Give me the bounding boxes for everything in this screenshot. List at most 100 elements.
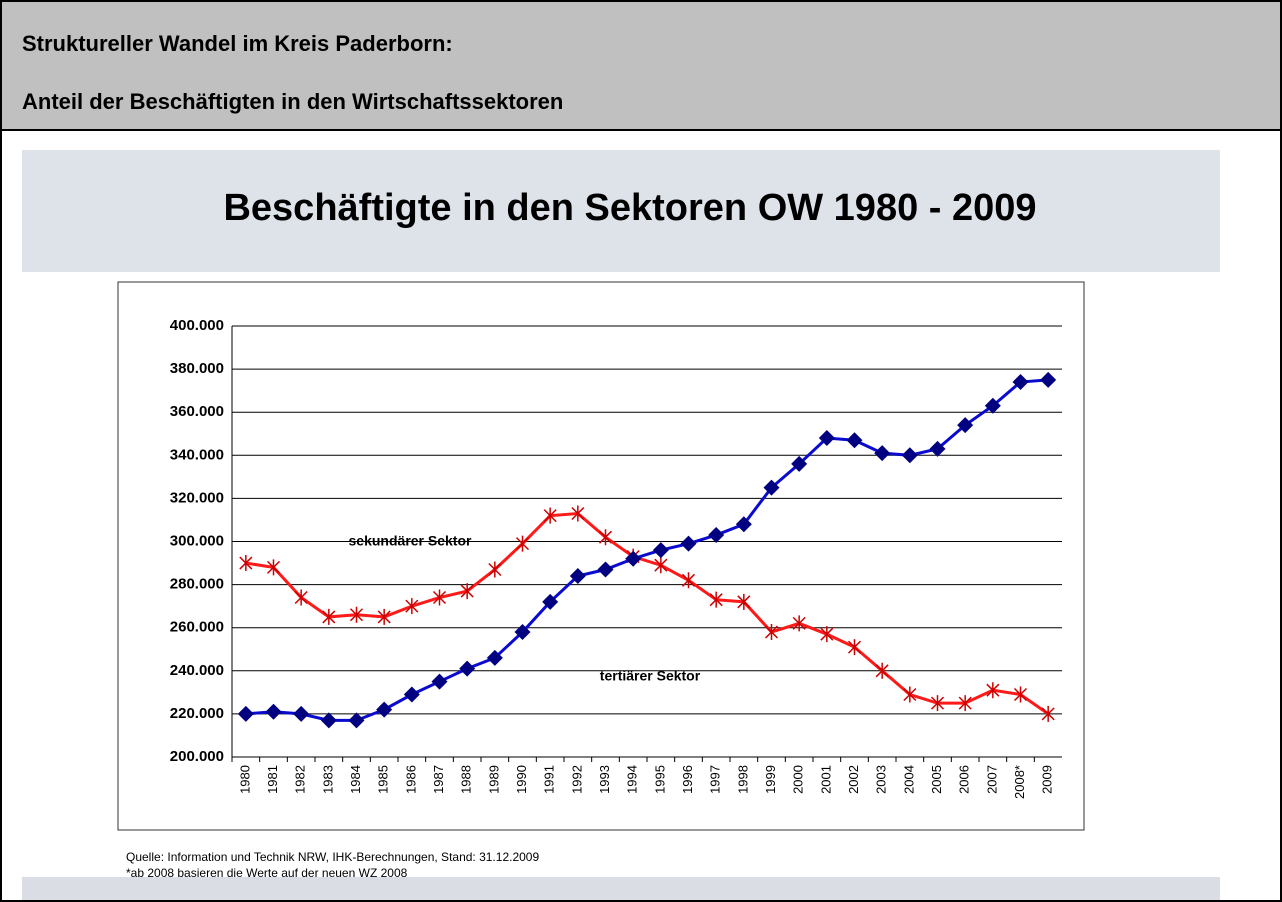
marker: [847, 639, 862, 656]
x-tick-label: 2004: [901, 765, 916, 794]
x-tick-label: 1993: [597, 765, 612, 794]
header-line: Anteil der Beschäftigten in den Wirtscha…: [22, 89, 563, 114]
note: *ab 2008 basieren die Werte auf der neue…: [126, 866, 408, 880]
marker: [874, 445, 891, 462]
x-tick-label: 2007: [984, 765, 999, 794]
marker: [903, 686, 917, 703]
x-tick-label: 2009: [1040, 765, 1055, 794]
marker: [1041, 705, 1055, 722]
marker: [709, 591, 723, 608]
marker: [625, 550, 642, 567]
marker: [680, 535, 697, 552]
x-tick-label: 1984: [348, 765, 363, 794]
marker: [930, 695, 945, 712]
marker: [431, 673, 448, 690]
slide-band: [22, 150, 1220, 272]
x-tick-label: 1998: [735, 765, 750, 794]
x-tick-label: 1985: [376, 765, 391, 794]
y-tick-label: 220.000: [170, 705, 224, 722]
marker: [320, 712, 337, 729]
x-tick-label: 1992: [569, 765, 584, 794]
marker: [294, 589, 308, 606]
marker: [901, 447, 918, 464]
x-tick-label: 2000: [791, 765, 806, 794]
x-tick-label: 1997: [708, 765, 723, 794]
marker: [846, 432, 863, 449]
x-tick-label: 2005: [929, 765, 944, 794]
x-tick-label: 1994: [625, 765, 640, 794]
marker: [764, 624, 779, 641]
marker: [957, 417, 974, 434]
x-tick-label: 2001: [818, 765, 833, 794]
y-tick-label: 340.000: [170, 446, 224, 463]
y-tick-label: 400.000: [170, 317, 224, 334]
x-tick-label: 1995: [652, 765, 667, 794]
series-line: [245, 511, 1050, 716]
y-tick-label: 380.000: [170, 360, 224, 377]
marker: [737, 593, 751, 610]
marker: [514, 624, 531, 641]
marker: [460, 583, 474, 600]
marker: [403, 686, 420, 703]
marker: [1013, 686, 1028, 703]
marker: [875, 662, 889, 679]
marker: [929, 440, 946, 457]
y-tick-label: 320.000: [170, 489, 224, 506]
x-tick-label: 1999: [763, 765, 778, 794]
marker: [237, 705, 254, 722]
x-tick-label: 1996: [680, 765, 695, 794]
marker: [652, 542, 669, 559]
marker: [598, 529, 613, 546]
marker: [597, 561, 614, 578]
x-tick-label: 1980: [237, 765, 252, 794]
marker: [708, 527, 725, 544]
slide-band: [22, 877, 1220, 900]
chart-box: [117, 281, 1085, 831]
x-tick-label: 1982: [293, 765, 308, 794]
y-tick-label: 240.000: [170, 662, 224, 679]
marker: [571, 505, 585, 522]
marker: [432, 589, 447, 606]
marker: [986, 682, 1000, 699]
x-tick-label: 1987: [431, 765, 446, 794]
x-tick-label: 1988: [459, 765, 474, 794]
marker: [265, 703, 282, 720]
marker: [376, 701, 393, 718]
marker: [984, 397, 1001, 414]
marker: [820, 626, 834, 643]
marker: [654, 557, 668, 574]
x-tick-label: 2003: [874, 765, 889, 794]
marker: [763, 479, 780, 496]
marker: [322, 608, 336, 625]
x-tick-label: 2002: [846, 765, 861, 794]
marker: [792, 615, 806, 632]
header-line: Struktureller Wandel im Kreis Paderborn:: [22, 31, 453, 56]
marker: [569, 567, 586, 584]
marker: [818, 430, 835, 447]
marker: [1012, 374, 1029, 391]
marker: [349, 606, 364, 623]
marker: [681, 572, 696, 589]
marker: [486, 649, 503, 666]
x-tick-label: 1986: [403, 765, 418, 794]
y-tick-label: 280.000: [170, 576, 224, 593]
annotation: tertiärer Sektor: [600, 668, 701, 684]
marker: [1040, 371, 1057, 388]
marker: [348, 712, 365, 729]
marker: [543, 507, 557, 524]
x-tick-label: 1990: [514, 765, 529, 794]
x-tick-label: 2008*: [1012, 765, 1027, 799]
x-tick-label: 2006: [957, 765, 972, 794]
y-tick-label: 260.000: [170, 619, 224, 636]
x-tick-label: 1991: [542, 765, 557, 794]
x-tick-label: 1981: [265, 765, 280, 794]
header-band: [0, 0, 1282, 131]
marker: [735, 516, 752, 533]
x-tick-label: 1989: [486, 765, 501, 794]
marker: [459, 660, 476, 677]
y-tick-label: 360.000: [170, 403, 224, 420]
marker: [958, 695, 972, 712]
marker: [791, 455, 808, 472]
marker: [377, 608, 391, 625]
